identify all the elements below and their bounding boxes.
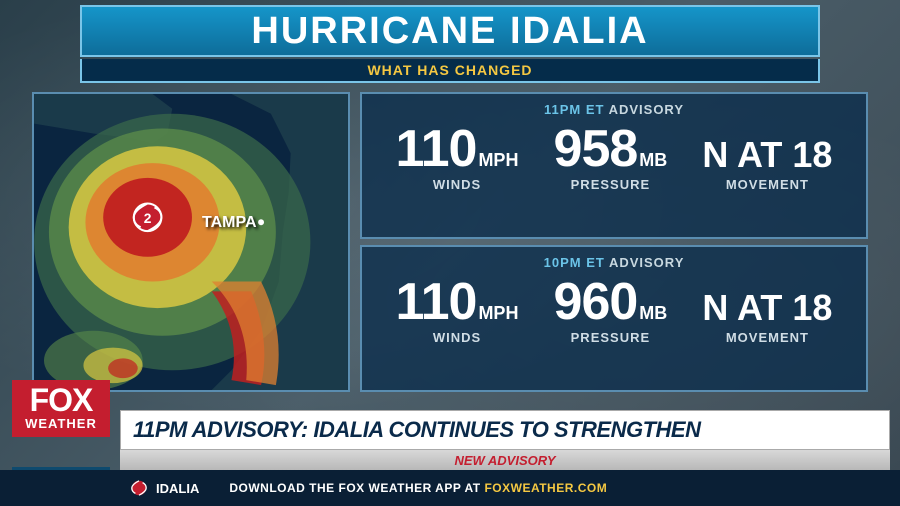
alert-text: NEW ADVISORY [454,453,555,468]
pressure-value: 960 [554,276,638,328]
stat-pressure: 960MB PRESSURE [554,276,668,345]
pressure-unit: MB [639,150,667,171]
pressure-desc: PRESSURE [554,330,668,345]
title-bar: HURRICANE IDALIA [80,5,820,57]
movement-desc: MOVEMENT [702,330,832,345]
pressure-value: 958 [554,123,638,175]
wind-unit: MPH [478,150,518,171]
pressure-desc: PRESSURE [554,177,668,192]
headline-text: 11PM ADVISORY: IDALIA CONTINUES TO STREN… [133,417,701,443]
alert-bar: NEW ADVISORY [120,450,890,470]
ticker-cta: DOWNLOAD THE FOX WEATHER APP AT FOXWEATH… [229,481,607,495]
stat-movement: N AT 18 MOVEMENT [702,135,832,192]
advisory-header-current: 11PM ET ADVISORY [378,102,850,117]
radar-city-label: TAMPA [202,214,257,232]
subtitle-text: WHAT HAS CHANGED [367,62,532,78]
wind-desc: WINDS [396,330,519,345]
stat-winds: 110MPH WINDS [396,276,519,345]
radar-panel: 2 TAMPA [32,92,350,392]
main-title: HURRICANE IDALIA [251,10,648,53]
ticker-cta-url: FOXWEATHER.COM [484,481,607,495]
logo-weather: WEATHER [12,416,110,437]
hurricane-icon [130,479,148,497]
advisory-time: 10PM ET [544,255,605,270]
advisory-label: ADVISORY [609,102,684,117]
ticker-bar: IDALIA DOWNLOAD THE FOX WEATHER APP AT F… [0,470,900,506]
wind-desc: WINDS [396,177,519,192]
movement-desc: MOVEMENT [702,177,832,192]
stat-winds: 110MPH WINDS [396,123,519,192]
advisory-current: 11PM ET ADVISORY 110MPH WINDS 958MB PRES… [360,92,868,239]
wind-value: 110 [396,123,477,175]
ticker-cta-text: DOWNLOAD THE FOX WEATHER APP AT [229,481,484,495]
advisory-time: 11PM ET [544,102,604,117]
advisory-header-previous: 10PM ET ADVISORY [378,255,850,270]
fox-weather-logo: FOX WEATHER [12,380,110,468]
advisory-stats-row: 110MPH WINDS 958MB PRESSURE N AT 18 MOVE… [378,123,850,192]
radar-map: 2 [34,94,348,390]
logo-fox: FOX [12,380,110,416]
movement-value: N AT 18 [702,135,832,175]
advisory-previous: 10PM ET ADVISORY 110MPH WINDS 960MB PRES… [360,245,868,392]
headline-bar: 11PM ADVISORY: IDALIA CONTINUES TO STREN… [120,410,890,450]
stat-movement: N AT 18 MOVEMENT [702,288,832,345]
content-area: 2 TAMPA 11PM ET ADVISORY 110MPH WINDS 95… [32,92,868,392]
svg-text:2: 2 [144,210,152,226]
data-panel: 11PM ET ADVISORY 110MPH WINDS 958MB PRES… [360,92,868,392]
pressure-unit: MB [639,303,667,324]
subtitle-bar: WHAT HAS CHANGED [80,59,820,83]
wind-unit: MPH [478,303,518,324]
stat-pressure: 958MB PRESSURE [554,123,668,192]
movement-value: N AT 18 [702,288,832,328]
advisory-stats-row: 110MPH WINDS 960MB PRESSURE N AT 18 MOVE… [378,276,850,345]
ticker-storm-name: IDALIA [156,481,199,496]
advisory-label: ADVISORY [609,255,684,270]
wind-value: 110 [396,276,477,328]
